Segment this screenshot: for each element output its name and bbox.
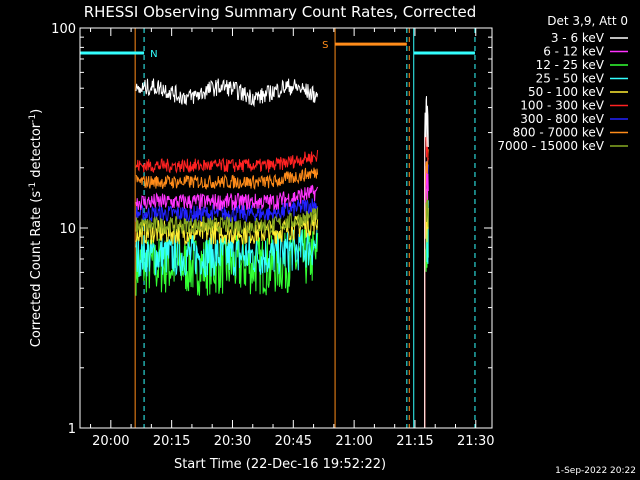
night-bar-label-0: N [150, 49, 157, 60]
x-tick-label-3: 20:45 [275, 434, 312, 449]
x-tick-label-2: 20:30 [214, 434, 251, 449]
x-tick-label-4: 21:00 [335, 434, 372, 449]
legend-label-6: 300 - 800 keV [520, 112, 604, 126]
x-tick-label-1: 20:15 [153, 434, 190, 449]
chart-title: RHESSI Observing Summary Count Rates, Co… [84, 3, 477, 21]
y-axis-label-end: ) [29, 109, 44, 114]
x-tick-label-0: 20:00 [92, 434, 129, 449]
y-axis-label-sup2: -1 [28, 114, 38, 123]
legend-label-1: 6 - 12 keV [543, 45, 605, 59]
x-tick-label-5: 21:15 [396, 434, 433, 449]
y-tick-label-1: 10 [59, 222, 76, 237]
y-tick-label-2: 100 [51, 22, 76, 37]
y-axis-label-main: Corrected Count Rate (s [29, 191, 44, 348]
x-axis: 20:00 20:15 20:30 20:45 21:00 21:15 21:30 [90, 28, 495, 449]
legend-label-4: 50 - 100 keV [528, 85, 605, 99]
y-axis: 1 10 100 [51, 22, 492, 437]
legend-label-7: 800 - 7000 keV [513, 126, 605, 140]
x-tick-label-6: 21:30 [457, 434, 494, 449]
y-tick-label-0: 1 [68, 422, 76, 437]
saa-bar-label-0: S [322, 40, 328, 51]
footer-timestamp: 1-Sep-2022 20:22 [555, 466, 636, 476]
legend-header: Det 3,9, Att 0 [547, 14, 628, 28]
plot-area: NS [79, 28, 476, 428]
legend-label-3: 25 - 50 keV [536, 72, 605, 86]
legend-label-5: 100 - 300 keV [520, 99, 604, 113]
legend-label-2: 12 - 25 keV [536, 58, 605, 72]
y-axis-label-sup1: -1 [28, 182, 38, 191]
y-axis-label: Corrected Count Rate (s-1 detector-1) [28, 109, 44, 347]
legend-label-0: 3 - 6 keV [551, 31, 605, 45]
series-line-0 [135, 78, 429, 428]
x-axis-label: Start Time (22-Dec-16 19:52:22) [174, 457, 386, 472]
legend-label-8: 7000 - 15000 keV [497, 139, 604, 153]
series-line-1 [135, 163, 429, 428]
y-axis-label-mid: detector [29, 122, 44, 182]
